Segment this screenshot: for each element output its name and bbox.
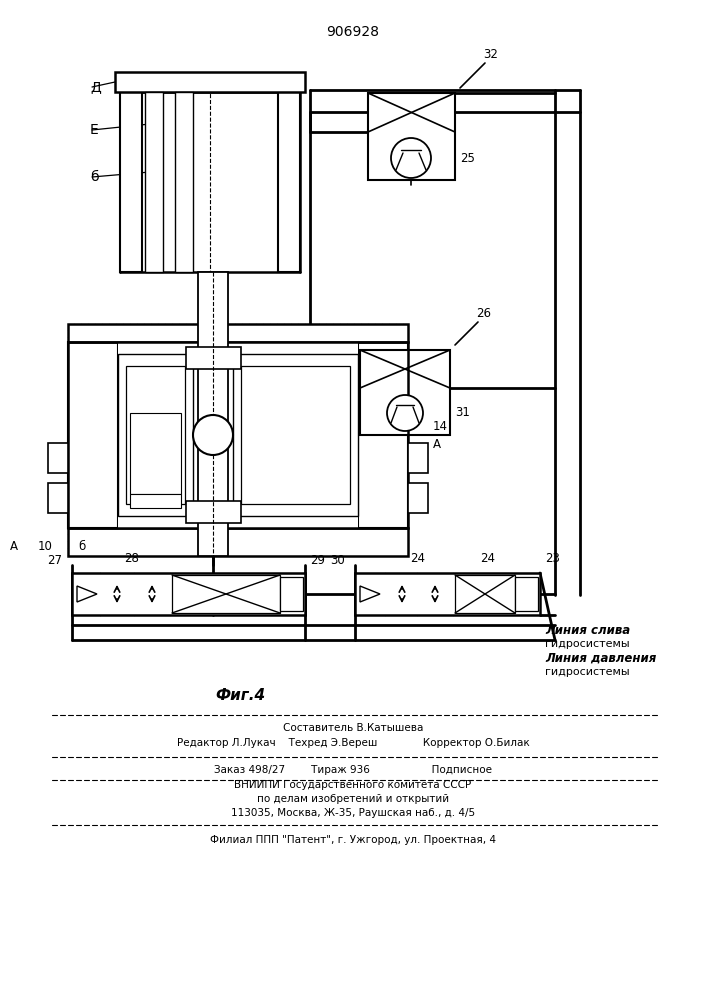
Bar	[408, 443, 428, 473]
Bar	[241, 366, 350, 504]
Bar	[48, 443, 68, 473]
Text: ВНИИПИ Государственного комитета СССР: ВНИИПИ Государственного комитета СССР	[235, 780, 472, 790]
Bar	[408, 483, 428, 513]
Bar	[515, 577, 538, 611]
Text: 31: 31	[455, 406, 470, 420]
Text: Заказ 498/27        Тираж 936                   Подписное: Заказ 498/27 Тираж 936 Подписное	[214, 765, 492, 775]
Bar	[455, 575, 515, 613]
Text: 23: 23	[545, 552, 560, 566]
Text: Составитель В.Катышева: Составитель В.Катышева	[283, 723, 423, 733]
Bar	[145, 92, 163, 272]
Text: 32: 32	[483, 48, 498, 61]
Bar	[72, 573, 305, 615]
Polygon shape	[77, 586, 97, 602]
Circle shape	[391, 138, 431, 178]
Text: Е: Е	[90, 123, 99, 137]
Circle shape	[193, 415, 233, 455]
Bar	[68, 528, 408, 556]
Bar	[68, 342, 118, 528]
Text: 26: 26	[476, 307, 491, 320]
Text: гидросистемы: гидросистемы	[545, 667, 630, 677]
Bar	[68, 342, 408, 528]
Text: по делам изобретений и открытий: по делам изобретений и открытий	[257, 794, 449, 804]
Text: 27: 27	[47, 554, 62, 568]
Text: 30: 30	[330, 554, 345, 568]
Bar	[355, 573, 540, 615]
Text: 113035, Москва, Ж-35, Раушская наб., д. 4/5: 113035, Москва, Ж-35, Раушская наб., д. …	[231, 808, 475, 818]
Bar	[358, 342, 408, 528]
Text: Линия слива: Линия слива	[545, 624, 630, 637]
Text: б: б	[78, 540, 86, 552]
Text: Филиал ППП "Патент", г. Ужгород, ул. Проектная, 4: Филиал ППП "Патент", г. Ужгород, ул. Про…	[210, 835, 496, 845]
Bar	[126, 366, 185, 504]
Bar	[198, 272, 228, 556]
Bar	[118, 354, 193, 516]
Bar	[48, 483, 68, 513]
Text: 25: 25	[460, 151, 475, 164]
Text: Редактор Л.Лукач    Техред Э.Вереш              Корректор О.Билак: Редактор Л.Лукач Техред Э.Вереш Корректо…	[177, 738, 530, 748]
Bar	[360, 350, 450, 435]
Bar	[115, 72, 305, 92]
Bar	[278, 92, 300, 272]
Bar	[233, 354, 358, 516]
Text: 14: 14	[433, 420, 448, 434]
Text: А: А	[10, 540, 18, 552]
Text: 24: 24	[411, 552, 426, 566]
Text: 906928: 906928	[327, 25, 380, 39]
Text: 10: 10	[38, 540, 53, 552]
Bar	[130, 413, 181, 494]
Text: б: б	[90, 170, 98, 184]
Bar	[118, 342, 358, 528]
Bar	[368, 93, 455, 180]
Text: Д: Д	[90, 80, 101, 94]
Text: А: А	[433, 438, 441, 452]
Circle shape	[387, 395, 423, 431]
Bar	[186, 501, 241, 523]
Polygon shape	[360, 586, 380, 602]
Text: Фиг.4: Фиг.4	[215, 688, 265, 702]
Bar	[172, 575, 280, 613]
Text: гидросистемы: гидросистемы	[545, 639, 630, 649]
Bar	[280, 577, 303, 611]
Bar	[130, 494, 181, 508]
Bar	[175, 92, 193, 272]
Bar	[68, 324, 408, 342]
Text: 24: 24	[480, 552, 495, 566]
Text: 29: 29	[310, 554, 325, 568]
Bar	[120, 92, 142, 272]
Text: 28: 28	[124, 552, 139, 566]
Bar	[186, 347, 241, 369]
Text: Линия давления: Линия давления	[545, 652, 656, 664]
